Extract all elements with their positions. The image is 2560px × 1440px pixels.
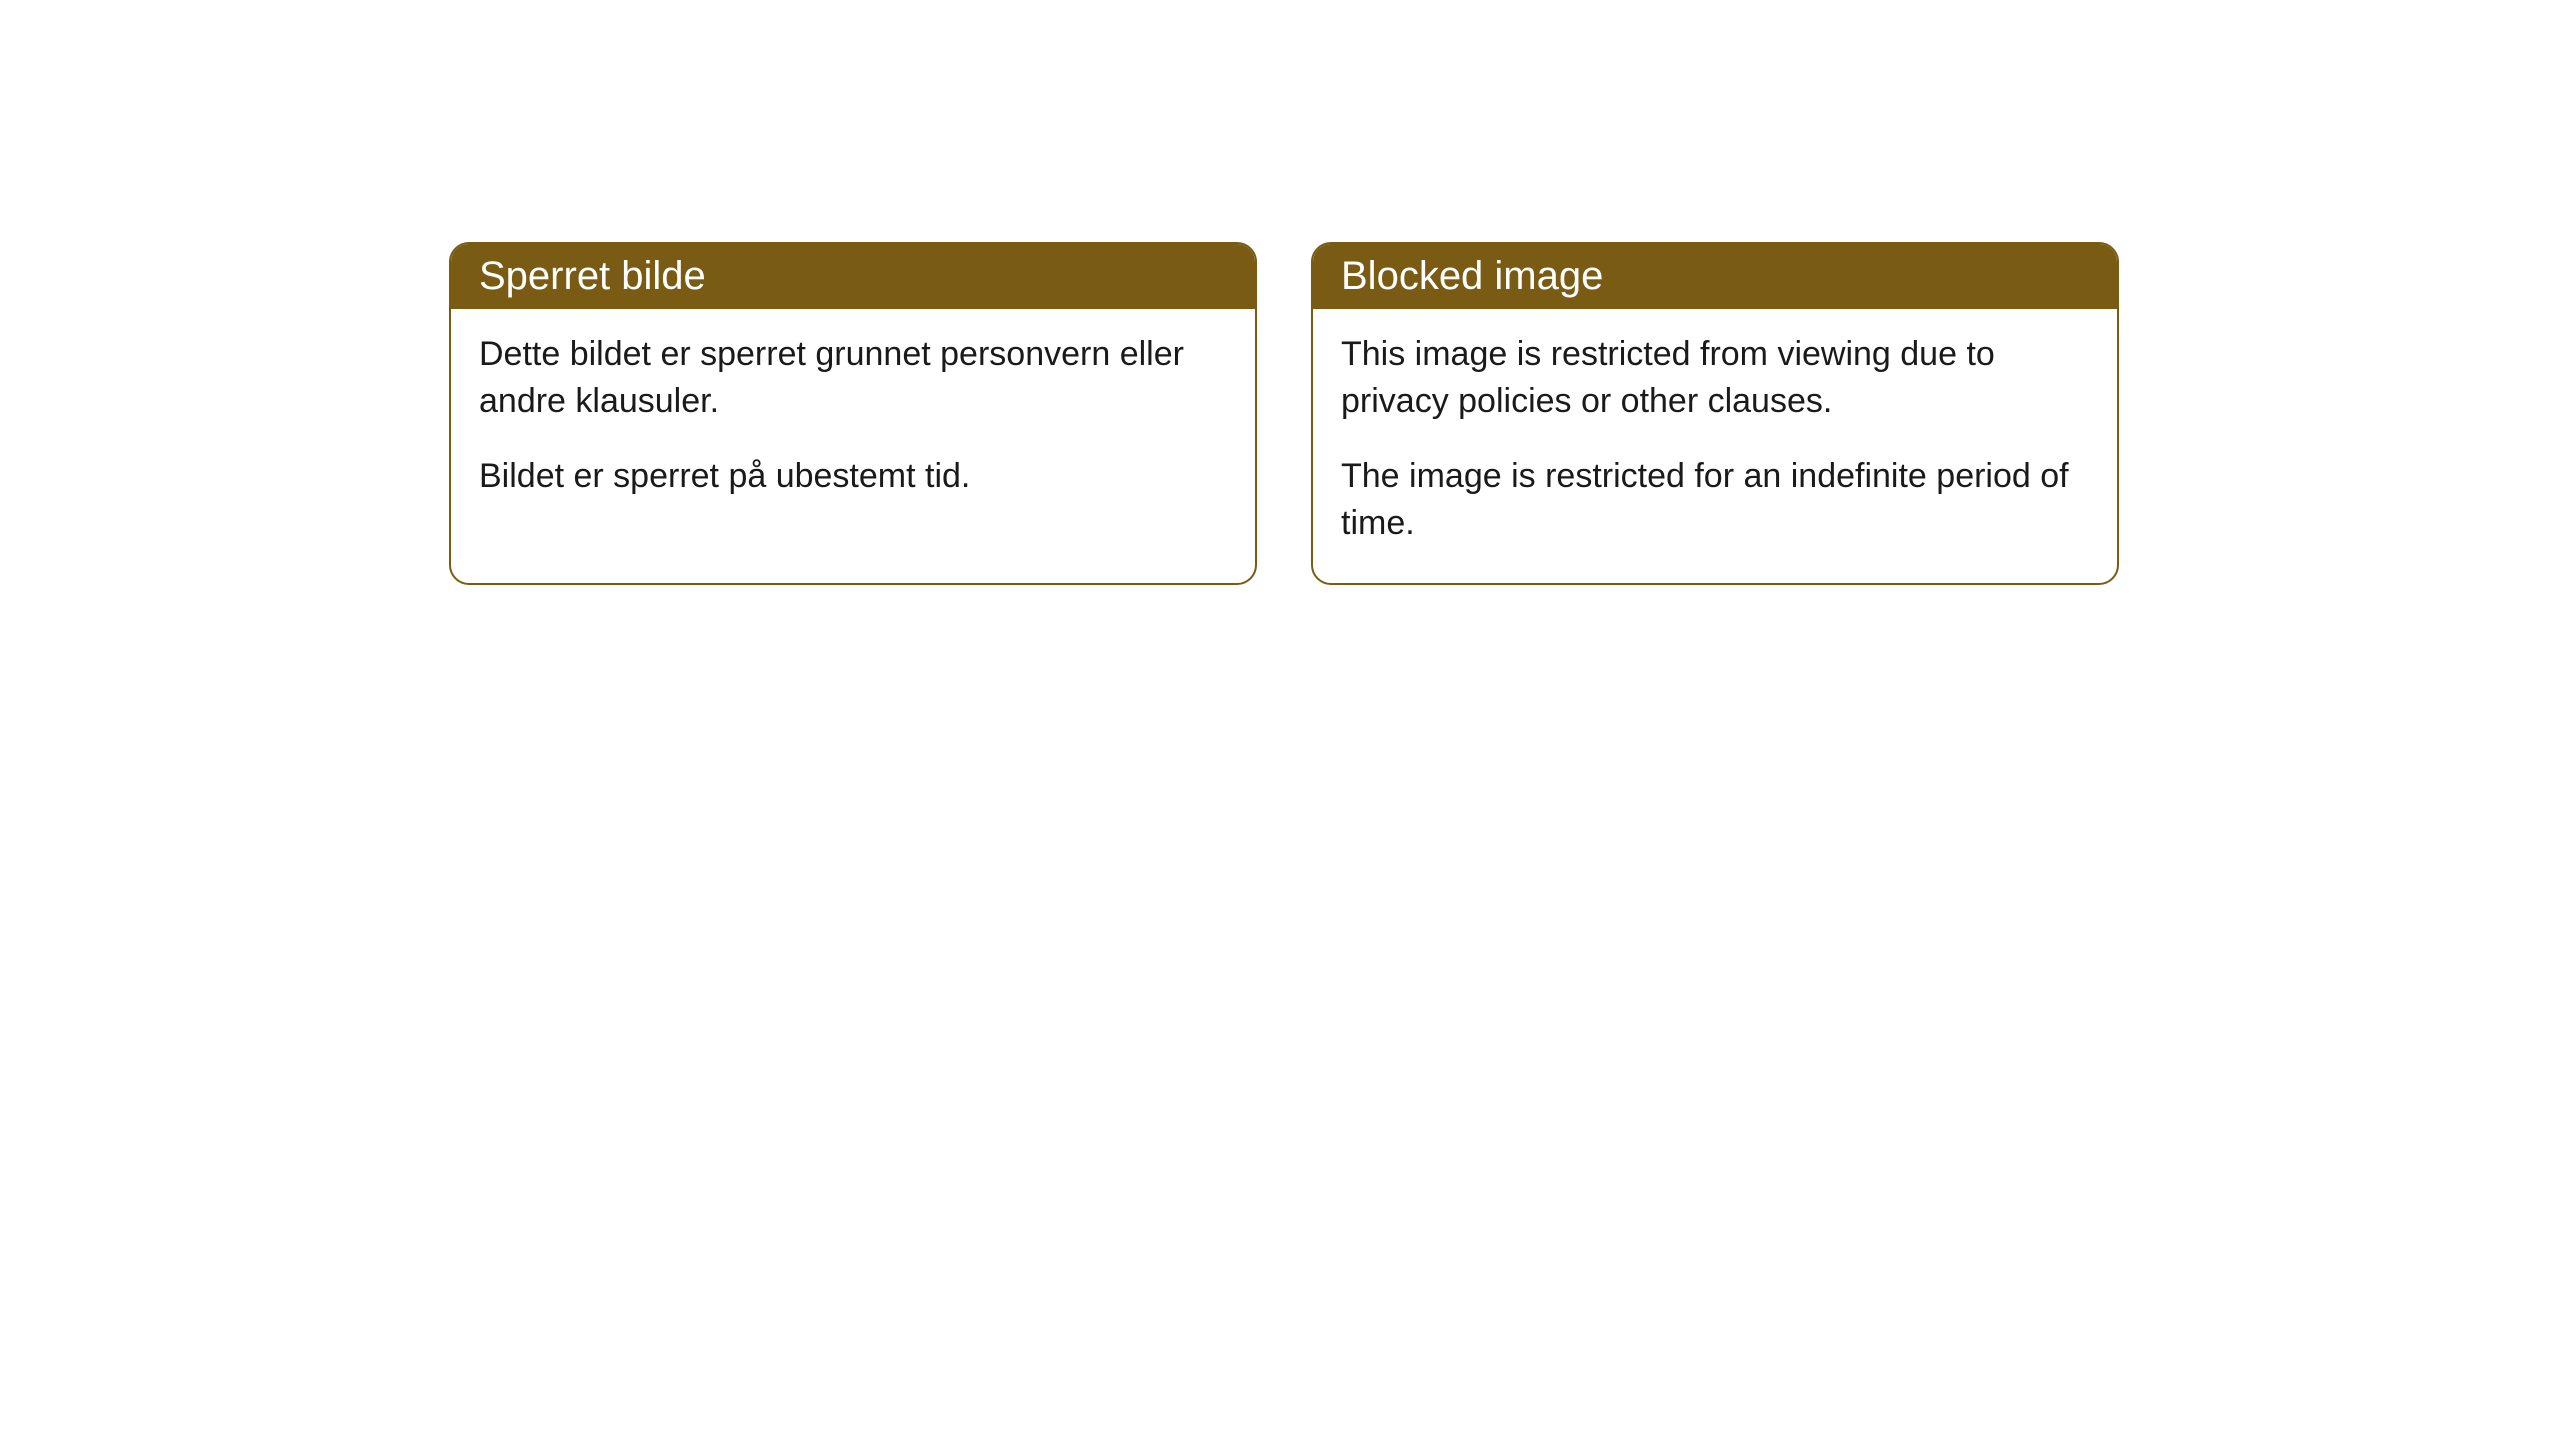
card-container: Sperret bilde Dette bildet er sperret gr… bbox=[449, 242, 2119, 585]
card-paragraph-1-norwegian: Dette bildet er sperret grunnet personve… bbox=[479, 331, 1227, 425]
card-paragraph-2-norwegian: Bildet er sperret på ubestemt tid. bbox=[479, 453, 1227, 500]
card-header-english: Blocked image bbox=[1313, 244, 2117, 309]
card-title-english: Blocked image bbox=[1341, 254, 1603, 298]
card-paragraph-2-english: The image is restricted for an indefinit… bbox=[1341, 453, 2089, 547]
blocked-card-english: Blocked image This image is restricted f… bbox=[1311, 242, 2119, 585]
card-body-english: This image is restricted from viewing du… bbox=[1313, 309, 2117, 583]
card-title-norwegian: Sperret bilde bbox=[479, 254, 706, 298]
blocked-card-norwegian: Sperret bilde Dette bildet er sperret gr… bbox=[449, 242, 1257, 585]
card-body-norwegian: Dette bildet er sperret grunnet personve… bbox=[451, 309, 1255, 536]
card-header-norwegian: Sperret bilde bbox=[451, 244, 1255, 309]
card-paragraph-1-english: This image is restricted from viewing du… bbox=[1341, 331, 2089, 425]
